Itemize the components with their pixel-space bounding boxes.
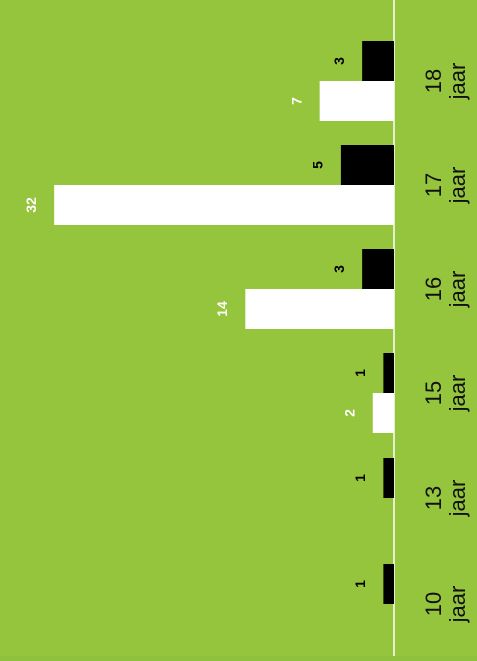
- bar-15-jaar-s1: [383, 353, 394, 393]
- data-label-15-jaar-s1: 1: [352, 369, 368, 377]
- bar-18-jaar-s1: [362, 41, 394, 81]
- bar-18-jaar-s0: [319, 81, 394, 121]
- tick-label-10-jaar: 10jaar: [421, 586, 470, 624]
- bars-group: 1 1 2 1 14 3 32 5 7 3: [23, 41, 394, 604]
- bar-15-jaar-s0: [372, 393, 394, 433]
- bar-17-jaar-s0: [54, 185, 394, 225]
- bar-10-jaar-s1: [383, 564, 394, 604]
- tick-label-15-jaar: 15jaar: [421, 375, 470, 413]
- tick-label-17-jaar: 17jaar: [421, 167, 470, 205]
- data-label-10-jaar-s1: 1: [352, 580, 368, 588]
- bar-13-jaar-s1: [383, 458, 394, 498]
- data-label-17-jaar-s1: 5: [310, 161, 326, 169]
- tick-label-16-jaar: 16jaar: [421, 271, 470, 309]
- data-label-18-jaar-s0: 7: [288, 97, 304, 105]
- data-label-18-jaar-s1: 3: [331, 57, 347, 65]
- data-label-17-jaar-s0: 32: [23, 197, 39, 213]
- data-label-16-jaar-s1: 3: [331, 265, 347, 273]
- bar-16-jaar-s1: [362, 249, 394, 289]
- bar-17-jaar-s1: [340, 145, 394, 185]
- bar-16-jaar-s0: [245, 289, 394, 329]
- tick-labels-group: 10jaar 13jaar 15jaar 16jaar 17jaar 18jaar: [421, 63, 470, 624]
- tick-label-18-jaar: 18jaar: [421, 63, 470, 101]
- tick-label-13-jaar: 13jaar: [421, 480, 470, 518]
- data-label-13-jaar-s1: 1: [352, 474, 368, 482]
- data-label-15-jaar-s0: 2: [341, 409, 357, 417]
- data-label-16-jaar-s0: 14: [214, 301, 230, 317]
